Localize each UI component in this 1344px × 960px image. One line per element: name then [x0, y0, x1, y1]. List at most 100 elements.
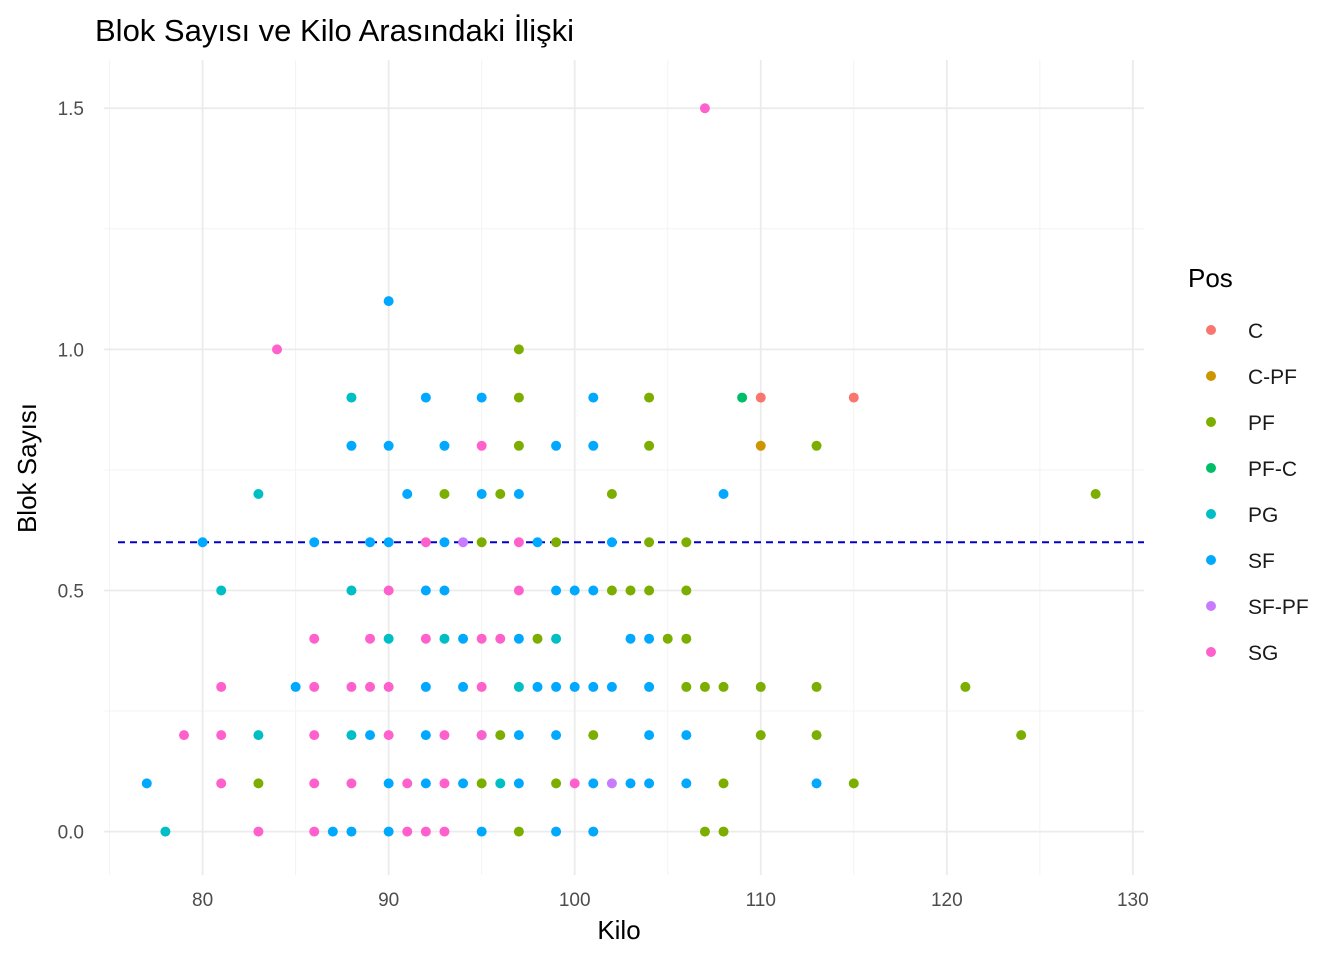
data-point-sf [644, 778, 655, 789]
legend-label: PG [1248, 504, 1278, 527]
data-point-pf [495, 730, 506, 741]
y-tick-label: 1.5 [58, 99, 84, 120]
data-point-pf [644, 585, 655, 596]
y-tick-label: 0.0 [58, 823, 84, 844]
y-axis-ticks: 0.0 0.5 1.0 1.5 [58, 99, 84, 843]
data-point-sg [476, 681, 487, 692]
data-point-pf [755, 730, 766, 741]
legend-label: C [1248, 320, 1263, 343]
data-point-sg [365, 681, 376, 692]
data-point-pf [699, 681, 710, 692]
data-point-sf [458, 633, 469, 644]
data-point-pf [606, 489, 617, 500]
data-point-sg [383, 730, 394, 741]
data-point-sf [420, 681, 431, 692]
data-point-sf [327, 826, 338, 837]
data-point-pf [476, 778, 487, 789]
data-point-sg [439, 730, 450, 741]
legend-key [1206, 509, 1216, 519]
data-point-pf [718, 681, 729, 692]
x-tick-label: 90 [378, 890, 399, 911]
data-point-sf [141, 778, 152, 789]
data-point-sg [309, 730, 320, 741]
data-point-sf [681, 730, 692, 741]
grid-lines [104, 60, 1144, 875]
data-point-sf [383, 778, 394, 789]
legend-label: PF [1248, 412, 1275, 435]
data-point-pf [606, 585, 617, 596]
data-point-pf [1016, 730, 1027, 741]
data-point-sf [644, 730, 655, 741]
data-point-sf [513, 730, 524, 741]
legend: Pos C C-PF PF PF-C PG SF SF-PF SG [1188, 263, 1309, 665]
data-point-sf [644, 633, 655, 644]
data-point-sg [383, 585, 394, 596]
data-point-sf [644, 681, 655, 692]
data-point-sf [551, 585, 562, 596]
legend-label: PF-C [1248, 458, 1297, 481]
data-point-sf [365, 537, 376, 548]
data-point-sg [402, 826, 413, 837]
data-point-pg [439, 633, 450, 644]
data-point-sg [309, 826, 320, 837]
data-point-sf-pf [606, 778, 617, 789]
data-point-pf [625, 585, 636, 596]
data-point-pg [346, 585, 357, 596]
data-point-sf [346, 826, 357, 837]
data-point-pf [681, 585, 692, 596]
data-point-sf [718, 489, 729, 500]
data-point-sf [383, 296, 394, 307]
data-point-c [755, 392, 766, 403]
data-point-sf [513, 489, 524, 500]
data-point-sf [811, 778, 822, 789]
data-point-pf [513, 392, 524, 403]
data-point-pg [346, 392, 357, 403]
x-tick-label: 100 [559, 890, 591, 911]
data-point-pf [513, 826, 524, 837]
data-point-c [848, 392, 859, 403]
legend-key [1206, 555, 1216, 565]
data-point-sg [569, 778, 580, 789]
data-point-pf [718, 826, 729, 837]
data-point-sg [216, 730, 227, 741]
data-point-sf [383, 826, 394, 837]
data-point-sf [569, 585, 580, 596]
data-point-pf [532, 633, 543, 644]
data-point-sf [513, 778, 524, 789]
data-point-sg [346, 681, 357, 692]
data-point-pg [346, 730, 357, 741]
data-point-sf [476, 489, 487, 500]
data-point-pf [1090, 489, 1101, 500]
y-axis-title: Blok Sayısı [12, 403, 42, 533]
legend-key [1206, 601, 1216, 611]
data-point-pf [551, 537, 562, 548]
data-point-pf [718, 778, 729, 789]
data-point-sg [309, 633, 320, 644]
data-point-sf [402, 489, 413, 500]
data-point-pf [681, 633, 692, 644]
data-point-pf [644, 537, 655, 548]
x-tick-label: 130 [1117, 890, 1149, 911]
data-point-pf [513, 344, 524, 355]
legend-key [1206, 417, 1216, 427]
data-point-sg [439, 778, 450, 789]
data-point-sf [383, 537, 394, 548]
legend-title: Pos [1188, 263, 1233, 293]
data-point-sf [588, 392, 599, 403]
data-point-pg [216, 585, 227, 596]
data-point-pg [253, 489, 264, 500]
data-point-pf [811, 681, 822, 692]
data-point-sg [253, 826, 264, 837]
data-points [141, 103, 1101, 837]
x-tick-label: 120 [931, 890, 963, 911]
data-point-sg [513, 537, 524, 548]
legend-key [1206, 647, 1216, 657]
data-point-sf [551, 681, 562, 692]
data-point-sg [216, 778, 227, 789]
legend-key [1206, 463, 1216, 473]
x-axis-title: Kilo [597, 915, 640, 945]
data-point-pg [551, 633, 562, 644]
data-point-pf [644, 440, 655, 451]
data-point-sf [588, 778, 599, 789]
